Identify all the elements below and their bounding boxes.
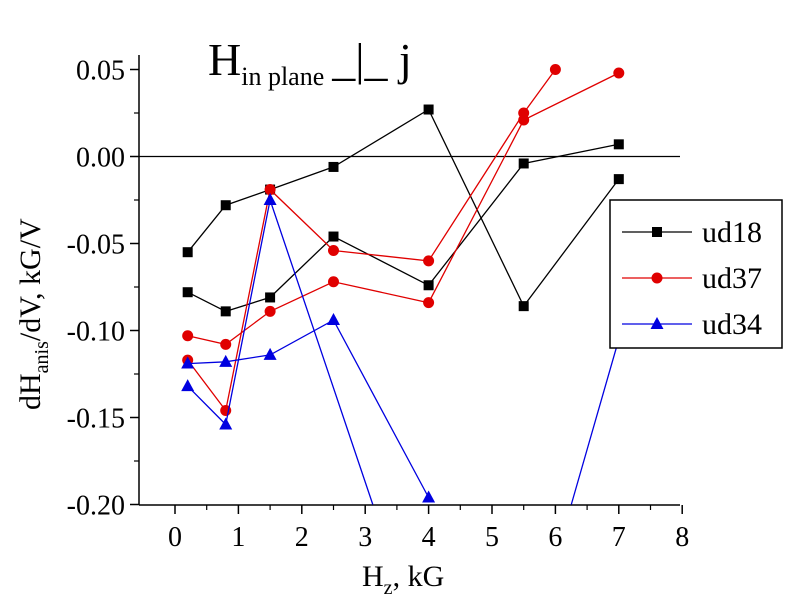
- data-point-ud37: [264, 184, 276, 196]
- y-tick-label: -0.10: [67, 317, 125, 348]
- data-point-ud18: [613, 174, 624, 185]
- legend-label-ud37: ud37: [702, 262, 762, 295]
- y-tick-label: 0.05: [76, 56, 125, 87]
- x-tick-label: 7: [612, 522, 626, 553]
- x-tick-label: 6: [548, 522, 562, 553]
- legend-marker-ud18: [652, 227, 662, 237]
- series-layer: [181, 64, 626, 505]
- title-tail: _|_ j: [331, 34, 412, 85]
- x-tick-label: 5: [485, 522, 499, 553]
- data-point-ud37: [518, 107, 530, 119]
- title-sub: in plane: [241, 62, 324, 91]
- data-point-ud18: [423, 104, 434, 115]
- plot-frame: [138, 55, 680, 506]
- ylabel-main: dH: [14, 373, 47, 410]
- y-tick-label: -0.20: [67, 491, 125, 522]
- data-point-ud37: [328, 244, 339, 256]
- y-tick-label: -0.05: [67, 230, 125, 261]
- legend-marker-ud37: [651, 272, 663, 284]
- series-line-ud37: [187, 72, 620, 346]
- data-point-ud34: [181, 356, 195, 369]
- data-point-ud34: [219, 354, 233, 367]
- data-point-ud18: [423, 280, 434, 291]
- x-tick-label: 1: [231, 522, 245, 553]
- data-point-ud37: [423, 255, 435, 267]
- legend-box: [609, 199, 783, 349]
- data-point-ud34: [219, 417, 233, 430]
- legend-label-ud18: ud18: [702, 216, 762, 249]
- data-point-ud34: [422, 490, 436, 503]
- data-point-ud37: [220, 338, 232, 350]
- series-line-ud34: [187, 197, 374, 505]
- x-ticks: 0 1 2 3 4 5 6 7 8: [168, 505, 689, 553]
- x-axis-title: Hz, kG: [362, 560, 444, 599]
- data-point-ud18: [328, 161, 339, 172]
- data-point-ud34: [181, 379, 195, 392]
- data-point-ud18: [613, 139, 624, 150]
- data-point-ud18: [182, 247, 193, 258]
- data-point-ud18: [220, 200, 231, 211]
- title-main: H: [208, 34, 241, 85]
- legend-items: ud18 ud37 ud34: [622, 216, 762, 341]
- y-tick-label: -0.15: [67, 404, 125, 435]
- data-point-ud37: [264, 305, 276, 317]
- data-point-ud34: [327, 313, 340, 326]
- data-point-ud18: [328, 231, 339, 242]
- data-point-ud18: [518, 301, 529, 312]
- x-tick-label: 3: [358, 522, 372, 553]
- y-ticks: -0.20 -0.15 -0.10 -0.05 0.00 0.05: [67, 56, 139, 522]
- data-point-ud34: [263, 347, 277, 360]
- legend: ud18 ud37 ud34: [609, 199, 783, 349]
- data-point-ud37: [549, 64, 561, 75]
- y-axis-title: dHanis/dV, kG/V: [14, 218, 53, 410]
- data-point-ud34: [263, 193, 277, 205]
- xlabel-tail: , kG: [393, 560, 445, 593]
- x-tick-label: 2: [295, 522, 309, 553]
- y-tick-label: 0.00: [76, 143, 125, 174]
- legend-label-ud34: ud34: [702, 308, 762, 341]
- data-point-ud18: [220, 306, 231, 317]
- data-point-ud37: [423, 297, 435, 309]
- x-tick-label: 8: [675, 522, 689, 553]
- data-point-ud18: [518, 158, 529, 169]
- xlabel-sub: z: [384, 577, 393, 599]
- x-tick-label: 0: [168, 522, 182, 553]
- data-point-ud18: [265, 292, 276, 303]
- ylabel-sub: anis: [31, 341, 53, 373]
- series-ud18: [182, 104, 624, 317]
- data-point-ud18: [182, 287, 193, 298]
- legend-marker-ud34: [650, 317, 664, 329]
- series-ud37: [182, 64, 625, 417]
- x-tick-label: 4: [422, 522, 436, 553]
- series-ud34: [181, 193, 626, 505]
- data-point-ud37: [613, 67, 625, 79]
- chart-title: Hin plane _|_ j: [208, 34, 412, 91]
- data-point-ud37: [182, 330, 194, 342]
- data-point-ud37: [328, 276, 339, 288]
- xlabel-main: H: [362, 560, 384, 593]
- ylabel-tail: /dV, kG/V: [14, 218, 47, 341]
- series-line-ud34: [570, 339, 620, 505]
